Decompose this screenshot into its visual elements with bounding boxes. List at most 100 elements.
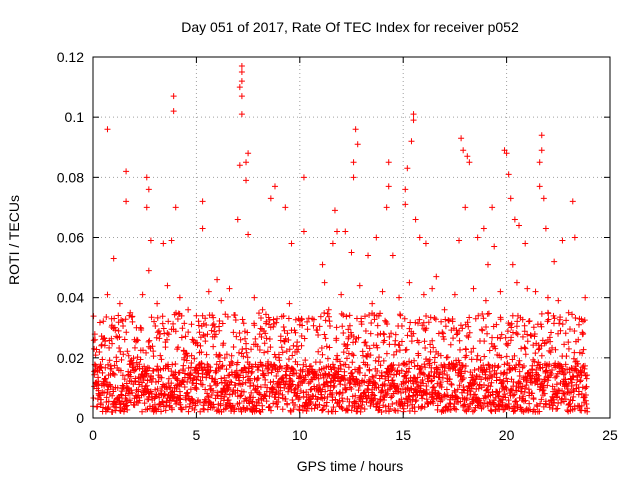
data-point <box>578 390 585 397</box>
data-point <box>298 342 305 349</box>
data-point <box>215 407 222 414</box>
data-point <box>471 367 478 374</box>
data-point <box>242 335 249 342</box>
data-point <box>346 398 353 405</box>
data-point <box>117 404 124 411</box>
data-point <box>356 282 363 289</box>
data-point <box>232 312 239 319</box>
data-point <box>350 352 357 359</box>
data-point <box>566 400 573 407</box>
data-point <box>301 335 308 342</box>
data-point <box>494 364 501 371</box>
data-point <box>448 381 455 388</box>
data-point <box>441 363 448 370</box>
data-point <box>305 315 312 322</box>
data-point <box>504 370 511 377</box>
data-point <box>395 362 402 369</box>
data-point <box>254 367 261 374</box>
data-point <box>289 397 296 404</box>
data-point <box>389 252 396 259</box>
data-point <box>116 300 123 307</box>
data-point <box>188 352 195 359</box>
data-point <box>261 349 268 356</box>
data-point <box>352 126 359 133</box>
data-point <box>123 329 130 336</box>
data-point <box>289 365 296 372</box>
data-point <box>503 150 510 157</box>
data-point <box>421 361 428 368</box>
data-point <box>355 334 362 341</box>
data-point <box>139 408 146 415</box>
data-point <box>139 291 146 298</box>
x-tick-label: 20 <box>499 427 515 443</box>
data-point <box>369 300 376 307</box>
data-point <box>113 404 120 411</box>
data-point <box>124 406 131 413</box>
data-point <box>336 397 343 404</box>
data-point <box>283 348 290 355</box>
data-point <box>552 374 559 381</box>
data-point <box>182 333 189 340</box>
data-point <box>384 390 391 397</box>
data-point <box>454 386 461 393</box>
data-point <box>154 314 161 321</box>
data-point <box>263 398 270 405</box>
data-point <box>501 361 508 368</box>
data-point <box>212 376 219 383</box>
data-point <box>93 363 100 370</box>
data-point <box>457 322 464 329</box>
chart-title: Day 051 of 2017, Rate Of TEC Index for r… <box>181 19 519 35</box>
data-point <box>185 329 192 336</box>
data-point <box>385 183 392 190</box>
data-point <box>178 312 185 319</box>
data-point <box>459 376 466 383</box>
data-point <box>189 336 196 343</box>
data-point <box>176 395 183 402</box>
data-point <box>321 395 328 402</box>
data-point <box>210 314 217 321</box>
data-point <box>309 315 316 322</box>
data-point <box>266 317 273 324</box>
data-point <box>121 336 128 343</box>
data-point <box>456 327 463 334</box>
data-point <box>298 316 305 323</box>
data-point <box>284 364 291 371</box>
data-point <box>583 401 590 408</box>
data-point <box>528 332 535 339</box>
data-point <box>473 356 480 363</box>
data-point <box>105 404 112 411</box>
data-point <box>375 384 382 391</box>
data-point <box>141 400 148 407</box>
data-point <box>364 353 371 360</box>
data-point <box>219 362 226 369</box>
data-point <box>254 383 261 390</box>
data-point <box>302 357 309 364</box>
data-point <box>270 316 277 323</box>
data-point <box>571 327 578 334</box>
data-point <box>538 310 545 317</box>
data-point <box>160 240 167 247</box>
y-tick-label: 0.04 <box>57 290 84 306</box>
data-point <box>110 388 117 395</box>
data-point <box>429 285 436 292</box>
data-point <box>574 360 581 367</box>
data-point <box>505 340 512 347</box>
data-point <box>157 331 164 338</box>
data-point <box>238 392 245 399</box>
data-point <box>349 359 356 366</box>
x-tick-label: 25 <box>602 427 618 443</box>
data-point <box>110 255 117 262</box>
data-point <box>127 309 134 316</box>
data-point <box>326 344 333 351</box>
data-point <box>443 386 450 393</box>
data-point <box>553 373 560 380</box>
data-point <box>373 234 380 241</box>
data-point <box>313 372 320 379</box>
data-point <box>137 356 144 363</box>
data-point <box>257 384 264 391</box>
data-point <box>240 374 247 381</box>
data-point <box>343 386 350 393</box>
data-point <box>354 408 361 415</box>
data-point <box>411 363 418 370</box>
